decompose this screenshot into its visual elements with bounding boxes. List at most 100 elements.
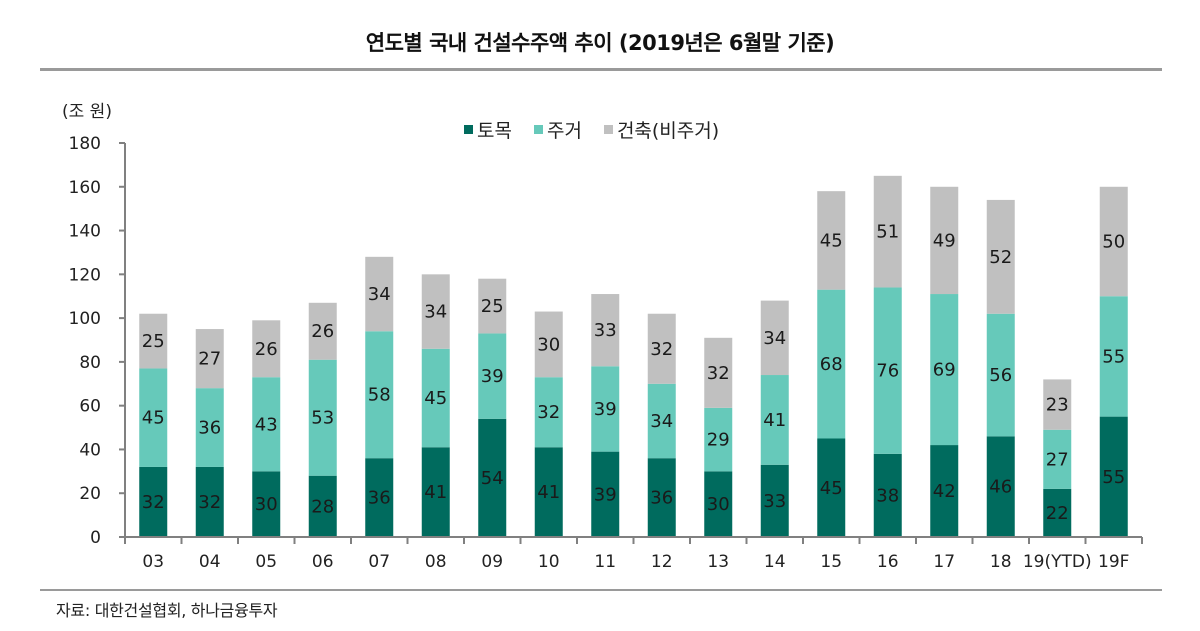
x-tick-label: 18 xyxy=(990,552,1012,572)
data-label-18-civil: 46 xyxy=(989,477,1012,498)
x-tick-label: 19F xyxy=(1098,552,1129,572)
bars-group xyxy=(139,175,1128,537)
legend-item-residential: 주거 xyxy=(533,116,582,143)
data-label-18-residential: 56 xyxy=(989,365,1012,386)
bar-segment-11-civil xyxy=(591,451,620,537)
data-label-06-building: 26 xyxy=(311,321,334,342)
bar-segment-08-building xyxy=(421,274,450,349)
data-label-09-residential: 39 xyxy=(481,366,504,387)
data-label-04-civil: 32 xyxy=(198,492,221,513)
bar-segment-17-civil xyxy=(930,445,959,537)
y-tick-label: 40 xyxy=(79,440,101,460)
bar-segment-15-civil xyxy=(817,438,846,537)
bar-segment-19(YTD)-building xyxy=(1043,379,1072,430)
x-tick-label: 14 xyxy=(764,552,786,572)
data-label-16-civil: 38 xyxy=(876,485,899,506)
data-label-13-building: 32 xyxy=(707,363,730,384)
bar-segment-15-building xyxy=(817,191,846,290)
data-label-16-residential: 76 xyxy=(876,361,899,382)
data-label-11-civil: 39 xyxy=(594,484,617,505)
bar-segment-04-building xyxy=(195,329,224,389)
y-tick-label: 120 xyxy=(69,265,101,285)
bar-segment-10-civil xyxy=(534,447,563,537)
x-tick-label: 12 xyxy=(651,552,673,572)
bar-segment-17-building xyxy=(930,186,959,295)
data-label-05-civil: 30 xyxy=(255,494,278,515)
bar-segment-07-civil xyxy=(365,458,394,537)
bar-segment-03-civil xyxy=(139,466,168,537)
data-label-19(YTD)-civil: 22 xyxy=(1046,503,1069,524)
data-label-10-residential: 32 xyxy=(537,402,560,423)
data-label-15-building: 45 xyxy=(820,230,843,251)
source-note: 자료: 대한건설협회, 하나금융투자 xyxy=(56,601,278,620)
bar-segment-15-residential xyxy=(817,289,846,439)
data-label-13-civil: 30 xyxy=(707,494,730,515)
x-tick-label: 03 xyxy=(142,552,164,572)
data-label-17-residential: 69 xyxy=(933,360,956,381)
data-label-03-building: 25 xyxy=(142,331,165,352)
bar-segment-09-residential xyxy=(478,333,507,419)
y-tick-label: 180 xyxy=(69,134,101,154)
legend-label-civil: 토목 xyxy=(477,120,512,142)
bar-segment-13-civil xyxy=(704,471,733,537)
data-label-14-building: 34 xyxy=(763,328,786,349)
data-label-16-building: 51 xyxy=(876,222,899,243)
bar-segment-09-building xyxy=(478,278,507,334)
data-label-12-residential: 34 xyxy=(650,411,673,432)
bar-segment-10-residential xyxy=(534,377,563,448)
bar-segment-06-building xyxy=(308,302,337,360)
bar-segment-09-civil xyxy=(478,418,507,537)
bar-segment-19(YTD)-civil xyxy=(1043,488,1072,537)
bar-segment-06-residential xyxy=(308,359,337,476)
bar-segment-12-civil xyxy=(647,458,676,537)
x-tick-label: 09 xyxy=(481,552,503,572)
data-label-08-residential: 45 xyxy=(424,388,447,409)
bar-segment-05-civil xyxy=(252,471,281,537)
bar-segment-11-residential xyxy=(591,366,620,452)
y-tick-label: 0 xyxy=(90,528,101,548)
data-label-07-residential: 58 xyxy=(368,385,391,406)
data-label-03-residential: 45 xyxy=(142,408,165,429)
y-tick-label: 140 xyxy=(69,222,101,242)
legend-label-residential: 주거 xyxy=(546,120,582,142)
x-tick-label: 11 xyxy=(594,552,616,572)
legend-label-building: 건축(비주거) xyxy=(616,120,720,142)
x-tick-label: 08 xyxy=(425,552,447,572)
y-tick-label: 160 xyxy=(69,178,101,198)
data-label-09-building: 25 xyxy=(481,296,504,317)
bar-segment-06-civil xyxy=(308,475,337,537)
data-label-08-building: 34 xyxy=(424,302,447,323)
data-label-14-civil: 33 xyxy=(763,491,786,512)
bar-segment-16-civil xyxy=(873,453,902,537)
y-tick-label: 20 xyxy=(79,484,101,504)
data-label-07-building: 34 xyxy=(368,284,391,305)
data-label-10-building: 30 xyxy=(537,334,560,355)
bar-segment-12-building xyxy=(647,313,676,384)
bar-segment-12-residential xyxy=(647,383,676,459)
data-label-13-residential: 29 xyxy=(707,430,730,451)
data-label-18-building: 52 xyxy=(989,247,1012,268)
data-label-06-civil: 28 xyxy=(311,496,334,517)
data-label-04-residential: 36 xyxy=(198,418,221,439)
bar-segment-18-civil xyxy=(986,436,1015,537)
data-label-19F-civil: 55 xyxy=(1102,467,1125,488)
data-label-09-civil: 54 xyxy=(481,468,504,489)
bar-segment-04-residential xyxy=(195,388,224,467)
x-tick-label: 19(YTD) xyxy=(1023,552,1092,572)
bar-segment-13-building xyxy=(704,337,733,408)
bar-segment-04-civil xyxy=(195,466,224,537)
data-label-05-building: 26 xyxy=(255,339,278,360)
data-label-19(YTD)-residential: 27 xyxy=(1046,449,1069,470)
legend-item-building: 건축(비주거) xyxy=(603,116,720,143)
data-label-06-residential: 53 xyxy=(311,408,334,429)
data-label-15-civil: 45 xyxy=(820,478,843,499)
data-label-11-residential: 39 xyxy=(594,399,617,420)
bar-segment-10-building xyxy=(534,311,563,378)
bar-segment-08-civil xyxy=(421,447,450,537)
legend-swatch-residential xyxy=(533,125,543,134)
data-label-17-civil: 42 xyxy=(933,481,956,502)
data-label-08-civil: 41 xyxy=(424,482,447,503)
legend-item-civil: 토목 xyxy=(464,116,512,143)
bar-segment-19F-civil xyxy=(1099,416,1128,537)
